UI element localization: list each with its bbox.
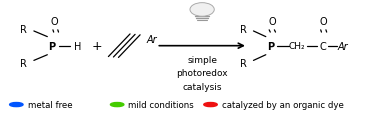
Text: O: O	[320, 17, 327, 27]
Circle shape	[110, 103, 124, 107]
Text: O: O	[268, 17, 276, 27]
Text: R: R	[240, 58, 247, 68]
Text: R: R	[20, 58, 27, 68]
Text: H: H	[74, 41, 82, 51]
Text: simple: simple	[187, 55, 217, 64]
Text: O: O	[51, 17, 59, 27]
Text: P: P	[48, 41, 55, 51]
Text: catalysis: catalysis	[182, 82, 222, 91]
Text: Ar: Ar	[338, 41, 349, 51]
Text: catalyzed by an organic dye: catalyzed by an organic dye	[222, 100, 344, 109]
Text: Ar: Ar	[147, 35, 157, 45]
Circle shape	[9, 103, 23, 107]
Text: metal free: metal free	[28, 100, 72, 109]
Text: R: R	[20, 24, 27, 34]
Text: photoredox: photoredox	[176, 69, 228, 78]
Text: P: P	[267, 41, 274, 51]
Text: CH₂: CH₂	[289, 42, 305, 51]
Text: R: R	[240, 24, 247, 34]
Text: mild conditions: mild conditions	[129, 100, 194, 109]
Circle shape	[204, 103, 217, 107]
Text: C: C	[319, 41, 326, 51]
Ellipse shape	[190, 4, 214, 17]
Text: +: +	[91, 40, 102, 53]
